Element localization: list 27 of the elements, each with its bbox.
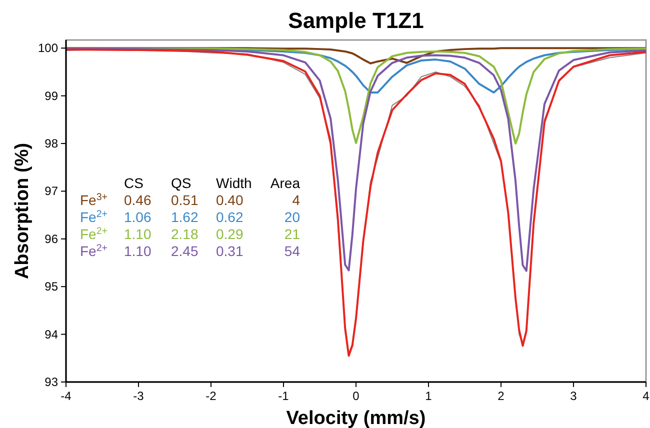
text: Fe$^{3+}$ 0.46 0.51 0.40 4 xyxy=(80,192,300,208)
y-tick-label: 95 xyxy=(44,280,58,294)
y-tick-label: 94 xyxy=(44,327,58,342)
y-tick-label: 97 xyxy=(44,184,58,198)
y-tick-label: 93 xyxy=(44,375,58,389)
x-tick-label: 3 xyxy=(570,389,578,403)
x-tick-label: -1 xyxy=(278,389,290,403)
y-tick-label: 99 xyxy=(44,88,58,103)
y-tick-label: 100 xyxy=(38,41,58,56)
text: Fe$^{2+}$ 1.10 2.45 0.31 54 xyxy=(80,242,300,259)
x-tick-label: 2 xyxy=(498,389,505,403)
x-tick-label: 4 xyxy=(642,389,650,403)
text: Fe$^{2+}$ 1.06 1.62 0.62 20 xyxy=(80,208,300,225)
text: CS QS Width Area xyxy=(124,175,300,191)
line-series xyxy=(65,47,647,64)
text: Fe$^{2+}$ 1.10 2.18 0.29 21 xyxy=(80,226,300,242)
x-tick-label: 0 xyxy=(352,389,360,403)
chart-title: Sample T1Z1 xyxy=(288,8,424,33)
x-axis-title: Velocity (mm/s) xyxy=(286,408,426,428)
x-tick-label: 1 xyxy=(425,389,432,403)
x-tick-label: -3 xyxy=(133,389,144,403)
y-axis-title: Absorption (%) xyxy=(12,142,33,280)
line-series xyxy=(65,48,647,272)
x-tick-label: -4 xyxy=(60,389,72,403)
x-tick-label: -2 xyxy=(206,389,217,403)
y-tick-label: 98 xyxy=(44,136,58,151)
y-tick-label: 96 xyxy=(44,232,58,246)
